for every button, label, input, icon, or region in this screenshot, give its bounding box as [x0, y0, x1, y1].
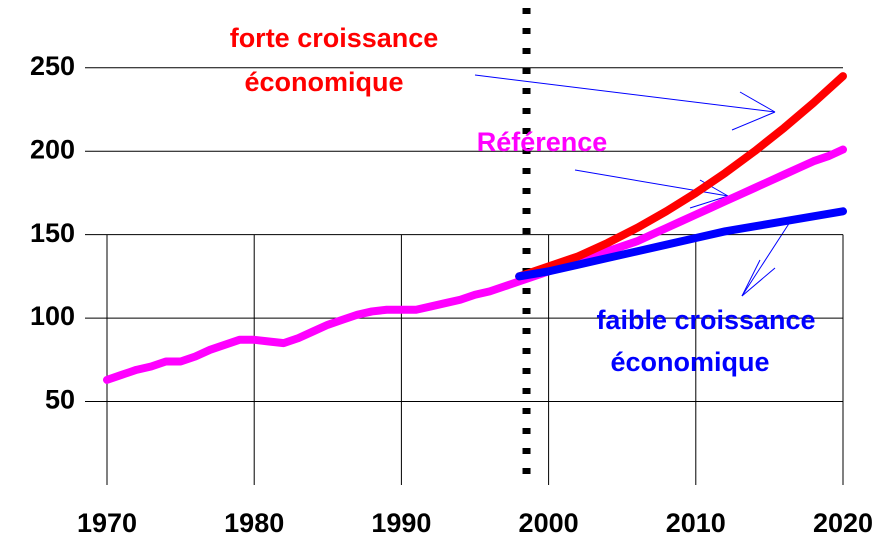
series-line: [515, 72, 847, 281]
series-line: [103, 145, 847, 384]
annotation: économique: [244, 67, 403, 97]
arrows: [474, 74, 791, 297]
annotation: économique: [610, 347, 769, 377]
x-tick-label: 1990: [371, 508, 431, 538]
annotation: faible croissance: [596, 305, 815, 335]
y-tick-label: 100: [30, 301, 75, 331]
y-tick-label: 50: [45, 385, 75, 415]
x-tick-label: 1970: [77, 508, 137, 538]
y-tick-label: 150: [30, 218, 75, 248]
y-tick-label: 250: [30, 51, 75, 81]
y-tick-label: 200: [30, 134, 75, 164]
annotation: forte croissance: [230, 23, 439, 53]
x-tick-label: 2010: [666, 508, 726, 538]
x-tick-label: 2000: [519, 508, 579, 538]
x-tick-label: 1980: [224, 508, 284, 538]
series-line: [515, 207, 847, 281]
annotation: Référence: [477, 127, 608, 157]
x-tick-label: 2020: [813, 508, 873, 538]
